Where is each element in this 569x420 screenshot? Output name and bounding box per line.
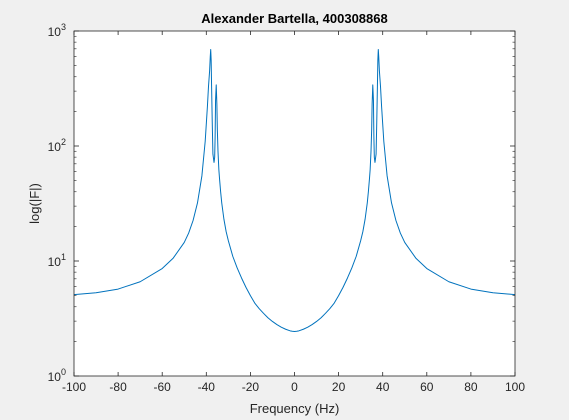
x-tick-label: -60: [154, 380, 172, 394]
x-tick-label: -100: [62, 380, 86, 394]
y-tick-exponent: 3: [61, 22, 66, 32]
y-axis-label: log(|F|): [27, 183, 42, 224]
y-tick-label: 101: [48, 252, 66, 269]
series-line: [73, 49, 516, 332]
y-tick-label: 103: [48, 22, 66, 39]
x-tick-label: 40: [376, 380, 390, 394]
y-tick-base: 10: [48, 25, 62, 39]
y-tick-label: 100: [48, 367, 66, 384]
x-tick-label: 0: [291, 380, 298, 394]
x-tick-label: -80: [109, 380, 127, 394]
y-tick-exponent: 1: [61, 252, 66, 262]
x-tick-label: 20: [332, 380, 346, 394]
y-tick-base: 10: [48, 255, 62, 269]
y-tick-exponent: 2: [61, 137, 66, 147]
y-tick-base: 10: [48, 370, 62, 384]
y-tick-label: 102: [48, 137, 66, 154]
x-axis-label: Frequency (Hz): [250, 401, 340, 416]
plot-area: [74, 31, 515, 376]
y-tick-exponent: 0: [61, 367, 66, 377]
x-tick-label: -20: [242, 380, 260, 394]
x-tick-label: -40: [198, 380, 216, 394]
chart-title: Alexander Bartella, 400308868: [201, 11, 387, 26]
x-tick-label: 60: [420, 380, 434, 394]
x-axis-ticks: -100 -80 -60 -40 -20 0 20 40 60 80 100: [62, 31, 525, 394]
x-tick-label: 100: [505, 380, 525, 394]
y-tick-base: 10: [48, 140, 62, 154]
series-layer: [73, 49, 516, 332]
x-tick-label: 80: [464, 380, 478, 394]
